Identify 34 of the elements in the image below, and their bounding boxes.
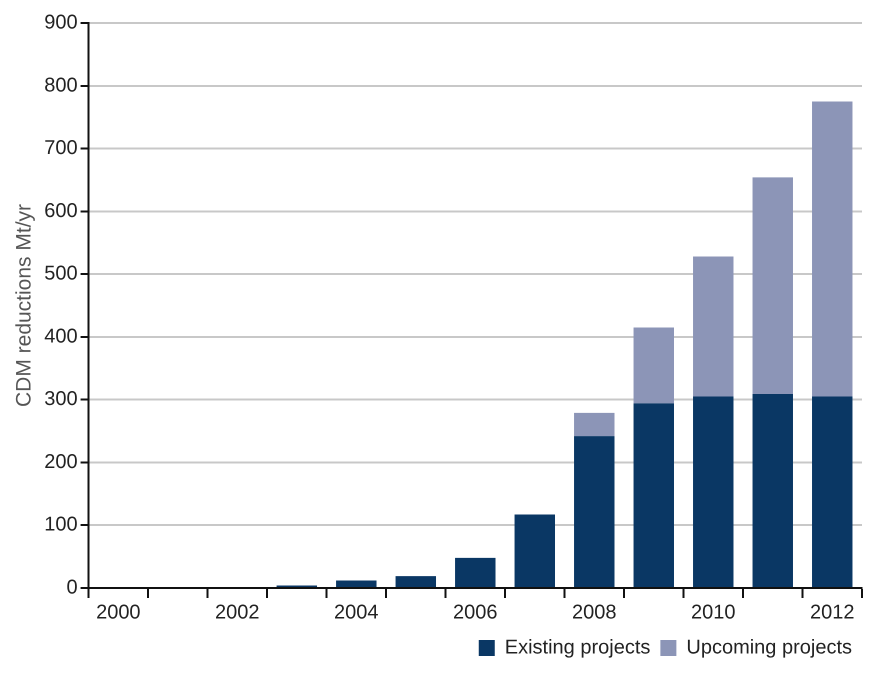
y-tick-label: 0: [66, 576, 78, 599]
bar: [752, 177, 793, 394]
bar: [812, 101, 852, 397]
bar: [812, 396, 852, 587]
y-tick-label: 600: [44, 200, 78, 222]
x-tick-label: 2004: [334, 602, 379, 624]
bar: [574, 412, 614, 436]
x-tick-label: 2006: [453, 602, 498, 624]
bar: [455, 558, 496, 587]
x-tick-label: 2008: [572, 602, 617, 624]
bar: [693, 256, 734, 397]
y-tick-label: 100: [44, 514, 78, 536]
y-tick-label: 500: [44, 262, 78, 285]
bar: [693, 396, 734, 587]
bar: [396, 576, 436, 587]
x-tick-label: 2000: [96, 602, 141, 624]
legend-label: Existing projects: [504, 636, 650, 659]
bar: [634, 327, 674, 404]
x-tick-label: 2010: [691, 602, 736, 624]
legend-label: Upcoming projects: [686, 636, 852, 659]
y-tick-label: 700: [44, 137, 78, 160]
y-tick-label: 800: [44, 74, 78, 96]
y-tick-label: 300: [44, 388, 78, 410]
x-tick-label: 2002: [215, 602, 260, 624]
x-tick-label: 2012: [810, 602, 855, 624]
y-tick-label: 900: [44, 12, 78, 34]
y-axis-title: CDM reductions Mt/yr: [12, 204, 36, 408]
bar: [574, 436, 614, 587]
bar: [634, 403, 674, 587]
bar: [336, 580, 377, 587]
y-tick-label: 400: [44, 325, 78, 348]
bar: [752, 394, 793, 587]
y-tick-label: 200: [44, 450, 78, 473]
bar: [514, 514, 556, 587]
